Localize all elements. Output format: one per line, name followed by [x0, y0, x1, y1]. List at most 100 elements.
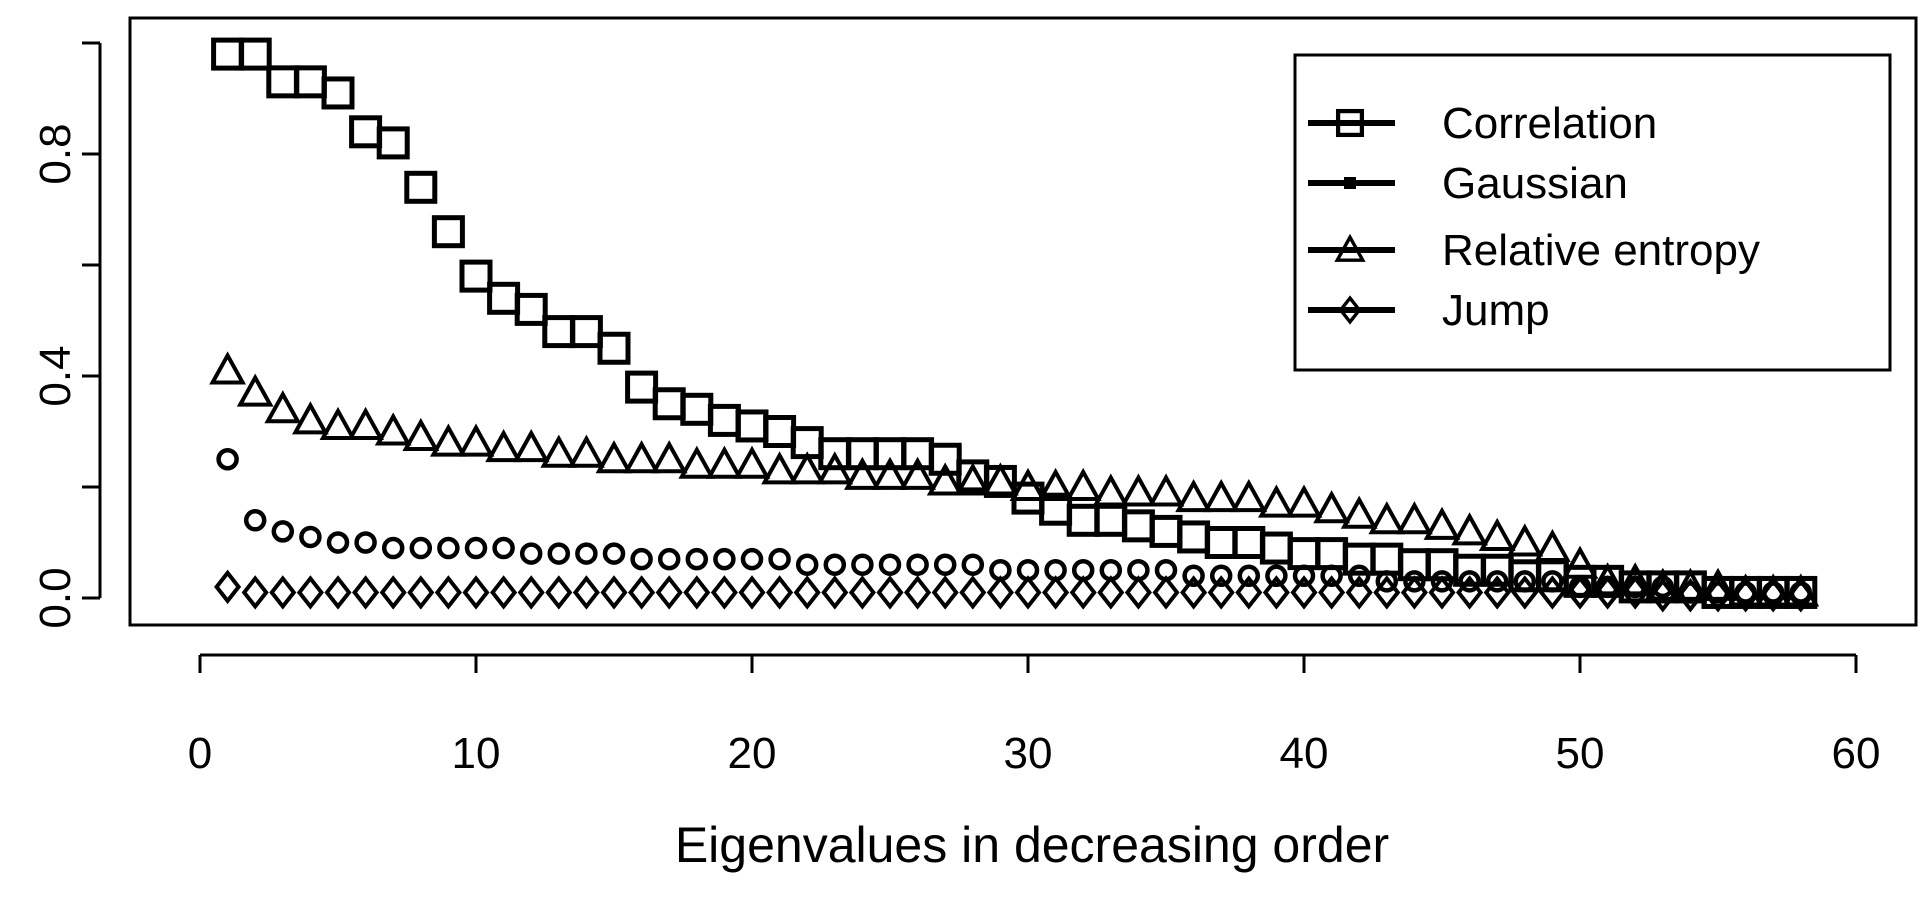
data-point [961, 553, 985, 576]
data-point [1621, 575, 1649, 610]
data-point [464, 536, 488, 560]
data-point [1732, 577, 1760, 613]
data-point [595, 440, 633, 474]
data-point [680, 392, 714, 426]
data-point [707, 403, 741, 437]
data-point [906, 553, 929, 576]
data-point [404, 170, 438, 204]
data-point [1207, 575, 1235, 610]
x-tick-label: 20 [728, 729, 777, 778]
data-point [321, 76, 355, 110]
data-point [299, 525, 322, 549]
data-point [1340, 495, 1378, 529]
data-point [569, 315, 603, 349]
data-point [1483, 575, 1511, 610]
data-point [1649, 577, 1677, 613]
data-point [437, 536, 460, 560]
legend-marker [1344, 177, 1356, 189]
data-point [490, 575, 518, 610]
data-point [402, 417, 440, 452]
data-point [214, 569, 242, 605]
data-point [740, 547, 764, 571]
data-point [347, 406, 384, 440]
data-point [1182, 564, 1205, 588]
data-point [1009, 467, 1047, 501]
data-point [409, 536, 433, 560]
data-point [542, 315, 576, 349]
x-tick-label: 30 [1004, 729, 1053, 778]
data-point [545, 575, 573, 610]
data-point [1430, 570, 1454, 593]
data-point [264, 390, 302, 424]
data-point [713, 547, 736, 571]
data-point [600, 575, 628, 610]
data-point [899, 456, 936, 490]
data-point [349, 115, 383, 149]
x-tick-label: 0 [188, 729, 212, 778]
data-point [241, 575, 269, 610]
data-point [1478, 517, 1516, 551]
data-point [211, 37, 245, 71]
data-point [650, 440, 688, 474]
data-point [1672, 567, 1709, 601]
data-point [519, 542, 543, 565]
data-point [738, 575, 766, 610]
data-point [1258, 484, 1295, 518]
data-point [602, 542, 626, 565]
x-tick-label: 10 [452, 729, 501, 778]
data-point [374, 412, 412, 446]
data-point [209, 351, 246, 385]
legend-entry: Correlation [1308, 99, 1657, 148]
data-point [575, 542, 598, 565]
data-point [1451, 512, 1488, 546]
data-point [266, 65, 300, 99]
data-point [761, 451, 798, 485]
data-point [1704, 577, 1732, 613]
data-point [487, 281, 521, 315]
data-point [766, 575, 794, 610]
data-point [459, 259, 493, 293]
data-point [1235, 575, 1263, 610]
data-point [933, 553, 957, 576]
data-point [1561, 545, 1599, 579]
data-point [1204, 526, 1238, 559]
data-point [1368, 501, 1406, 535]
data-point [1423, 506, 1461, 540]
data-point [296, 575, 324, 610]
data-point [216, 448, 239, 471]
y-tick-label: 0.4 [31, 345, 80, 406]
data-point [430, 423, 467, 457]
legend-box [1293, 53, 1892, 372]
data-point [1285, 484, 1323, 518]
data-point [492, 536, 515, 560]
y-tick-label: 0.0 [31, 567, 80, 628]
data-point [1121, 509, 1155, 543]
data-point [878, 553, 902, 576]
data-point [238, 37, 272, 71]
data-point [1064, 467, 1102, 501]
data-point [876, 575, 904, 610]
data-point [1232, 526, 1266, 559]
legend-marker [1334, 233, 1366, 262]
data-point [324, 575, 352, 610]
data-point [1403, 570, 1426, 593]
data-point [1180, 575, 1208, 610]
data-point [1513, 570, 1537, 593]
data-point [848, 575, 876, 610]
data-point [1175, 478, 1212, 513]
data-point [678, 445, 716, 479]
legend: Correlation Gaussian Relative entropy Jump [1293, 53, 1892, 372]
data-point [931, 575, 959, 610]
data-point [904, 575, 932, 610]
data-point [326, 531, 350, 554]
data-point [319, 406, 357, 440]
data-point [381, 536, 405, 560]
x-axis-title: Eigenvalues in decreasing order [675, 817, 1389, 873]
data-point [1202, 478, 1240, 513]
data-point [954, 462, 992, 496]
data-point [710, 575, 738, 610]
data-point [1069, 575, 1097, 610]
data-point [485, 429, 522, 463]
data-point [844, 456, 881, 490]
data-point [243, 509, 267, 532]
